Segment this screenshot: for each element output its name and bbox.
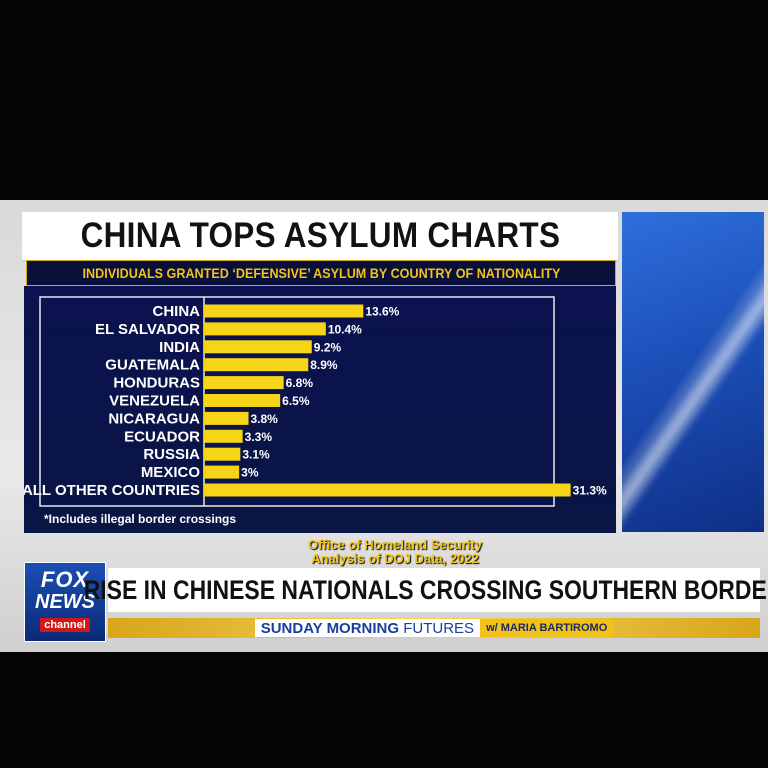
value-label: 9.2%: [314, 340, 342, 354]
show-name-part1: SUNDAY MORNING: [260, 619, 400, 637]
tv-screen: CHINA TOPS ASYLUM CHARTS INDIVIDUALS GRA…: [0, 200, 768, 652]
category-label: MEXICO: [141, 464, 201, 481]
headline-text: RISE IN CHINESE NATIONALS CROSSING SOUTH…: [84, 574, 768, 605]
fox-news-logo: FOX NEWS channel: [24, 562, 106, 642]
category-label: HONDURAS: [113, 375, 200, 392]
show-name-part2: FUTURES: [403, 619, 475, 637]
bar: [204, 304, 364, 318]
chart-panel: CHINA 13.6% EL SALVADOR 10.4% INDIA 9.2% GUATE…: [24, 286, 616, 533]
host-name: w/ MARIA BARTIROMO: [480, 619, 614, 637]
category-label: GUATEMALA: [105, 357, 200, 374]
bar: [204, 358, 309, 372]
show-name: SUNDAY MORNING FUTURES: [254, 619, 481, 637]
category-label: EL SALVADOR: [95, 321, 200, 338]
bar: [204, 465, 240, 479]
category-label: CHINA: [153, 303, 201, 320]
value-label: 8.9%: [310, 358, 338, 372]
category-label: INDIA: [159, 339, 200, 356]
bar: [204, 483, 571, 497]
decorative-graphic: [622, 212, 764, 532]
chart-subtitle: INDIVIDUALS GRANTED ‘DEFENSIVE’ ASYLUM B…: [82, 265, 560, 281]
bar: [204, 340, 312, 354]
title-bar: CHINA TOPS ASYLUM CHARTS: [22, 212, 618, 262]
bar-chart: CHINA 13.6% EL SALVADOR 10.4% INDIA 9.2% GUATE…: [24, 296, 607, 507]
value-label: 31.3%: [573, 484, 607, 498]
category-label: NICARAGUA: [108, 410, 200, 427]
bar: [204, 394, 281, 407]
logo-fox: FOX: [40, 567, 90, 592]
headline-banner: RISE IN CHINESE NATIONALS CROSSING SOUTH…: [84, 568, 768, 612]
logo-news: NEWS: [35, 591, 95, 613]
category-label: VENEZUELA: [109, 393, 200, 410]
bar: [204, 376, 284, 390]
chart-frame: [39, 296, 555, 507]
value-label: 6.8%: [286, 376, 314, 390]
value-label: 13.6%: [365, 305, 399, 319]
source-line-2: Analysis of DOJ Data, 2022: [311, 551, 479, 566]
chart-title: CHINA TOPS ASYLUM CHARTS: [80, 216, 560, 255]
logo-channel: channel: [40, 618, 90, 632]
category-label: ECUADOR: [124, 428, 200, 445]
show-bar: SUNDAY MORNING FUTURES w/ MARIA BARTIROM…: [108, 618, 760, 638]
source-credit: Office of Homeland Security Analysis of …: [280, 538, 510, 566]
value-label: 10.4%: [328, 322, 362, 336]
bar: [204, 429, 243, 443]
value-label: 3.1%: [242, 448, 270, 462]
bar: [204, 411, 249, 425]
value-label: 6.5%: [282, 394, 310, 408]
value-label: 3.8%: [251, 412, 279, 426]
value-label: 3.3%: [245, 430, 273, 444]
bar: [204, 322, 326, 336]
footnote: *Includes illegal border crossings: [44, 512, 237, 526]
category-label: ALL OTHER COUNTRIES: [24, 482, 200, 499]
source-line-1: Office of Homeland Security: [307, 537, 483, 552]
category-label: RUSSIA: [143, 446, 200, 463]
bar: [204, 447, 241, 461]
subtitle-bar: INDIVIDUALS GRANTED ‘DEFENSIVE’ ASYLUM B…: [26, 260, 616, 286]
value-label: 3%: [241, 466, 259, 480]
